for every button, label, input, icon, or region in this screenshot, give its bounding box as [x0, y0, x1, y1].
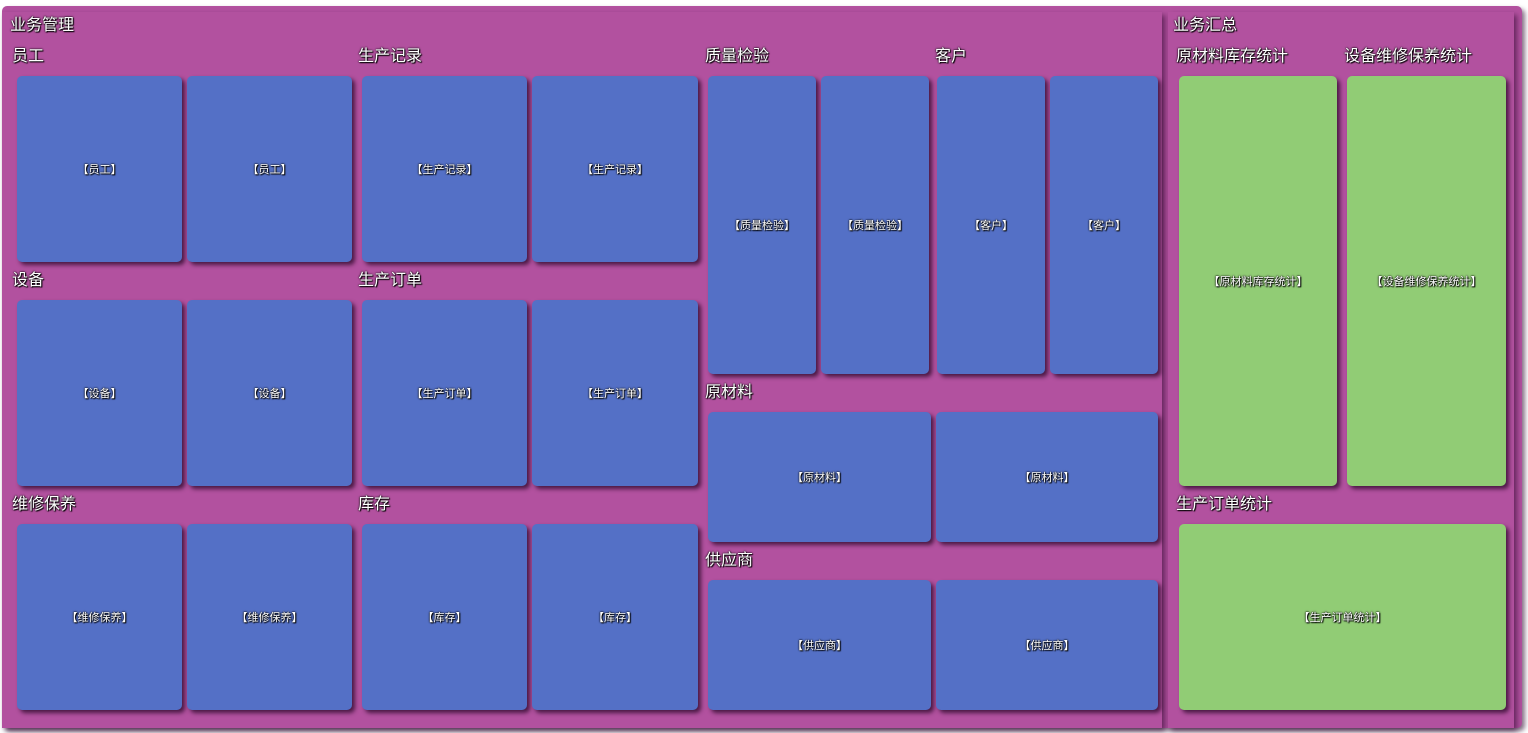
treemap-leaf[interactable]: 【生产订单统计】: [1179, 524, 1506, 710]
treemap-leaf[interactable]: 【维修保养】: [17, 524, 182, 710]
leaf-label: 【原材料库存统计】: [1208, 275, 1308, 288]
leaf-label: 【员工】: [247, 163, 292, 176]
treemap-leaf[interactable]: 【员工】: [17, 76, 182, 262]
treemap-leaf[interactable]: 【供应商】: [936, 580, 1158, 710]
leaf-label: 【库存】: [593, 611, 637, 624]
treemap-leaf[interactable]: 【设备】: [17, 300, 182, 486]
leaf-label: 【供应商】: [1019, 639, 1075, 652]
treemap-leaf[interactable]: 【库存】: [362, 524, 527, 710]
group-title: 设备维修保养统计: [1344, 46, 1473, 65]
group-equipment-maintenance-stats[interactable]: 设备维修保养统计 【设备维修保养统计】: [1342, 44, 1510, 492]
treemap-leaf[interactable]: 【生产记录】: [362, 76, 527, 262]
group-staff[interactable]: 员工 【员工】 【员工】: [11, 44, 357, 268]
group-title: 质量检验: [705, 46, 770, 65]
group-title: 原材料: [705, 382, 754, 401]
treemap-chart: 业务管理 员工 【员工】 【员工】 生产记录 【生产记录】 【生产记录】 设备 …: [2, 6, 1522, 728]
leaf-label: 【生产订单】: [582, 387, 648, 400]
group-title: 客户: [935, 46, 968, 65]
group-title: 原材料库存统计: [1176, 46, 1289, 65]
treemap-leaf[interactable]: 【质量检验】: [821, 76, 929, 374]
group-title: 生产记录: [358, 46, 423, 65]
group-suppliers[interactable]: 供应商 【供应商】 【供应商】: [702, 548, 1162, 724]
group-maintenance[interactable]: 维修保养 【维修保养】 【维修保养】: [11, 492, 357, 724]
category-title: 业务汇总: [1173, 15, 1238, 34]
leaf-label: 【维修保养】: [66, 611, 133, 624]
treemap-leaf[interactable]: 【库存】: [532, 524, 698, 710]
treemap-leaf[interactable]: 【生产订单】: [362, 300, 527, 486]
leaf-label: 【供应商】: [792, 639, 847, 652]
leaf-label: 【质量检验】: [842, 219, 908, 232]
treemap-leaf[interactable]: 【原材料】: [936, 412, 1158, 542]
leaf-label: 【设备】: [77, 387, 122, 400]
treemap-leaf[interactable]: 【原材料】: [708, 412, 931, 542]
group-raw-material-stock-stats[interactable]: 原材料库存统计 【原材料库存统计】: [1174, 44, 1342, 492]
treemap-leaf[interactable]: 【质量检验】: [708, 76, 816, 374]
group-title: 供应商: [705, 550, 754, 569]
leaf-label: 【维修保养】: [236, 611, 303, 624]
category-title: 业务管理: [10, 15, 75, 34]
treemap-leaf[interactable]: 【原材料库存统计】: [1179, 76, 1337, 486]
leaf-label: 【原材料】: [1019, 471, 1075, 484]
leaf-label: 【生产订单统计】: [1298, 611, 1387, 624]
leaf-label: 【设备维修保养统计】: [1371, 275, 1482, 288]
group-title: 设备: [12, 270, 45, 289]
group-title: 生产订单统计: [1176, 494, 1273, 513]
treemap-leaf[interactable]: 【生产订单】: [532, 300, 698, 486]
group-title: 维修保养: [12, 494, 77, 513]
group-equipment[interactable]: 设备 【设备】 【设备】: [11, 268, 357, 492]
leaf-label: 【生产记录】: [411, 163, 478, 176]
treemap-leaf[interactable]: 【供应商】: [708, 580, 931, 710]
group-title: 库存: [358, 494, 391, 513]
treemap-leaf[interactable]: 【生产记录】: [532, 76, 698, 262]
group-production-order-stats[interactable]: 生产订单统计 【生产订单统计】: [1174, 492, 1510, 724]
leaf-label: 【客户】: [969, 219, 1013, 232]
group-raw-materials[interactable]: 原材料 【原材料】 【原材料】: [702, 380, 1162, 548]
category-business-management[interactable]: 业务管理 员工 【员工】 【员工】 生产记录 【生产记录】 【生产记录】 设备 …: [2, 12, 1162, 728]
leaf-label: 【设备】: [247, 387, 292, 400]
treemap-leaf[interactable]: 【员工】: [187, 76, 352, 262]
category-business-summary[interactable]: 业务汇总 原材料库存统计 【原材料库存统计】 设备维修保养统计 【设备维修保养统…: [1168, 12, 1514, 728]
leaf-label: 【客户】: [1082, 219, 1126, 232]
treemap-leaf[interactable]: 【维修保养】: [187, 524, 352, 710]
group-title: 生产订单: [358, 270, 423, 289]
leaf-label: 【员工】: [77, 163, 122, 176]
treemap-leaf[interactable]: 【客户】: [1050, 76, 1158, 374]
group-inventory[interactable]: 库存 【库存】 【库存】: [357, 492, 702, 724]
leaf-label: 【生产订单】: [411, 387, 478, 400]
group-title: 员工: [12, 46, 45, 65]
group-production-orders[interactable]: 生产订单 【生产订单】 【生产订单】: [357, 268, 702, 492]
treemap-leaf[interactable]: 【设备维修保养统计】: [1347, 76, 1506, 486]
group-customers[interactable]: 客户 【客户】 【客户】: [932, 44, 1162, 380]
leaf-label: 【生产记录】: [582, 163, 648, 176]
leaf-label: 【质量检验】: [729, 219, 795, 232]
treemap-leaf[interactable]: 【设备】: [187, 300, 352, 486]
leaf-label: 【原材料】: [792, 471, 847, 484]
group-production-records[interactable]: 生产记录 【生产记录】 【生产记录】: [357, 44, 702, 268]
leaf-label: 【库存】: [422, 611, 467, 624]
treemap-leaf[interactable]: 【客户】: [937, 76, 1045, 374]
group-quality-inspection[interactable]: 质量检验 【质量检验】 【质量检验】: [702, 44, 932, 380]
